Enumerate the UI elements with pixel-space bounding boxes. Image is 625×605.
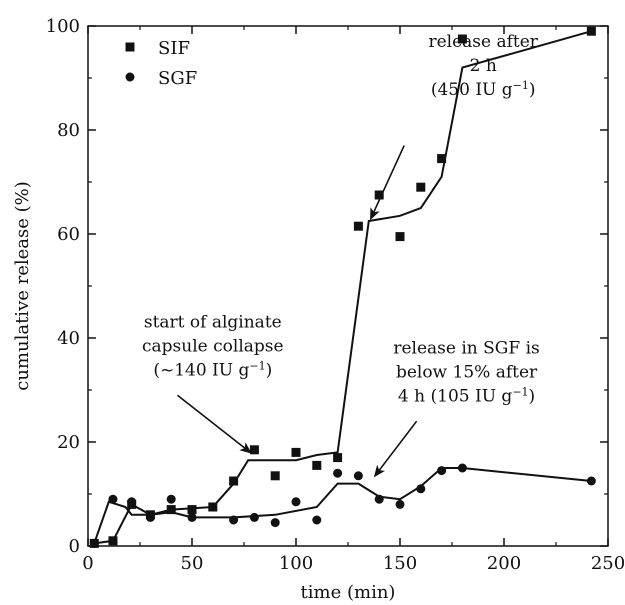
x-axis-label: time (min) [301,582,396,603]
series-line-sgf [93,467,592,544]
data-point-sif [333,453,343,463]
annotation-text-line: (~140 IU g−1) [153,359,272,381]
annotation-text-line: release in SGF is [393,339,539,359]
data-point-sif [166,505,176,515]
legend-marker-sif [125,42,135,52]
data-point-sgf [374,494,384,504]
x-tick-label: 200 [487,553,521,574]
data-point-sif [208,502,218,512]
data-point-sif [187,505,197,515]
legend-label-sif: SIF [158,38,190,59]
legend-marker-sgf [125,72,135,82]
legend-label-sgf: SGF [158,68,197,89]
y-axis-label: cumulative release (%) [12,181,33,391]
annotation: release after 2 h(450 IU g−1) [370,32,539,221]
annotation-text-line: (450 IU g−1) [431,78,536,100]
data-point-sgf [586,476,596,486]
series-line-sif [94,30,592,545]
data-point-sgf [270,518,280,528]
annotation-arrow [373,420,418,478]
data-point-sgf [249,512,259,522]
annotation-text-line: capsule collapse [142,337,284,357]
data-point-sgf [437,466,447,476]
data-point-sif [108,536,118,546]
data-point-sif [312,460,322,470]
annotation-arrow [370,145,405,221]
data-point-sif [457,34,467,44]
annotation-text-line: below 15% after [396,363,538,383]
data-point-sgf [333,468,343,478]
data-point-sif [395,232,405,242]
data-point-sif [416,182,426,192]
data-point-sgf [395,499,405,509]
annotation-text-line: release after [428,32,538,52]
data-point-sif [437,154,447,164]
data-point-sgf [187,512,197,522]
data-point-sif [374,190,384,200]
data-point-sif [249,445,259,455]
data-point-sif [291,447,301,457]
data-point-sgf [127,497,137,507]
plot-area [89,26,596,548]
y-tick-label: 60 [57,224,80,245]
y-tick-label: 0 [69,536,80,557]
x-tick-label: 150 [383,553,417,574]
axes-frame [87,25,609,547]
y-tick-label: 20 [57,432,80,453]
y-tick-label: 40 [57,328,80,349]
y-tick-label: 100 [46,16,80,37]
data-point-sgf [312,515,322,525]
data-point-sif [270,471,280,481]
data-point-sgf [353,471,363,481]
data-point-sif [353,221,363,231]
x-tick-label: 100 [279,553,313,574]
data-point-sif [229,476,239,486]
y-tick-label: 80 [57,120,80,141]
x-tick-label: 250 [591,553,625,574]
annotation-text-line: 4 h (105 IU g−1) [398,385,535,407]
data-point-sif [586,26,596,36]
annotation-arrow [176,394,252,454]
annotation-text-line: 2 h [470,56,497,76]
data-point-sgf [108,494,118,504]
annotation-text-line: start of alginate [144,313,282,333]
data-point-sgf [145,512,155,522]
x-tick-label: 50 [181,553,204,574]
data-point-sgf [229,515,239,525]
legend: SIF SGF [125,38,197,89]
annotations: release after 2 h(450 IU g−1) start of alg… [142,32,540,478]
annotation: start of alginate capsule collapse(~140 I… [142,313,284,454]
data-point-sgf [457,463,467,473]
ticks: 0 50 100 150 200 250 0 20 40 60 80 100 [46,16,625,574]
data-point-sgf [416,484,426,494]
x-tick-label: 0 [82,553,93,574]
data-point-sgf [166,494,176,504]
data-point-sgf [291,497,301,507]
